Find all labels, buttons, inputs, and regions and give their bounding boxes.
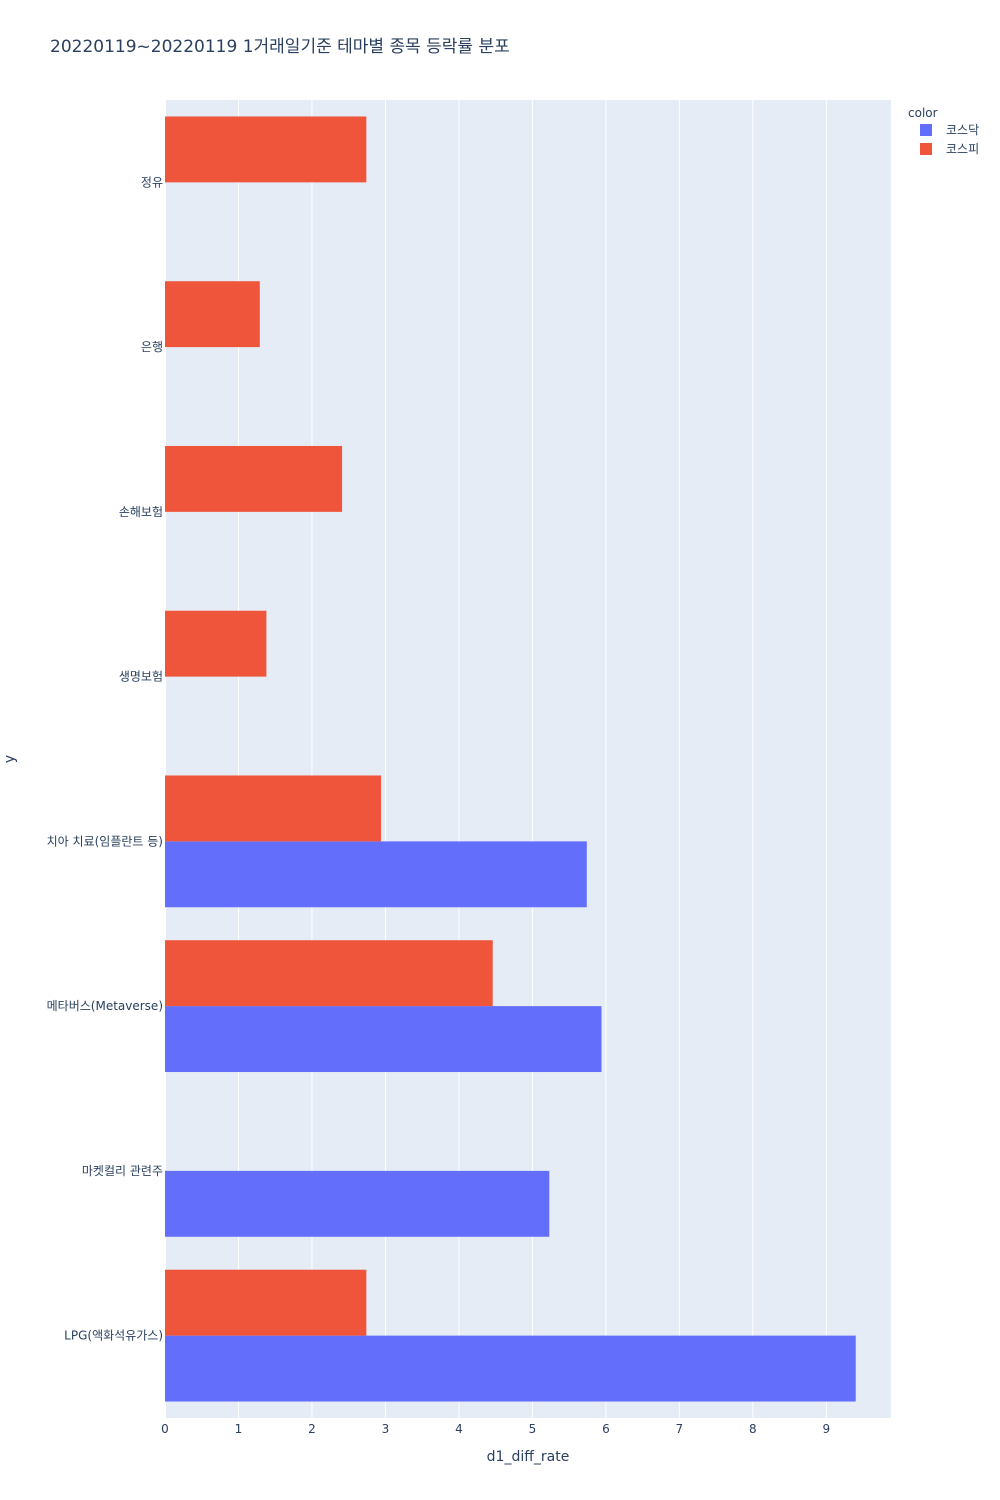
bar [165,610,267,677]
y-axis-title: y [2,755,18,763]
x-tick-label: 9 [823,1422,831,1436]
y-tick-label: 메타버스(Metaverse) [47,999,163,1013]
bar [165,1269,367,1336]
x-tick-label: 7 [676,1422,684,1436]
y-tick-label: 생명보험 [119,670,163,684]
y-tick-label: 손해보험 [119,505,163,519]
bars [165,116,856,1402]
x-tick-label: 1 [235,1422,243,1436]
x-tick-label: 4 [455,1422,463,1436]
bar [165,281,260,348]
bar [165,841,587,908]
bar [165,1335,856,1402]
legend-swatch [920,124,932,136]
y-tick-label: 치아 치료(임플란트 등) [47,834,163,848]
bar [165,445,343,512]
x-tick-label: 5 [529,1422,537,1436]
y-tick-label: 마켓컬리 관련주 [82,1164,163,1178]
legend-title: color [908,106,938,120]
bar [165,1006,602,1073]
legend-label: 코스피 [946,142,979,156]
y-tick-label: 정유 [141,175,163,189]
bar [165,1170,550,1237]
x-tick-label: 6 [602,1422,610,1436]
legend-label: 코스닥 [946,123,979,137]
bar [165,940,493,1007]
bar [165,116,367,183]
x-tick-label: 3 [382,1422,390,1436]
y-tick-label: 은행 [141,339,163,354]
x-tick-label: 2 [308,1422,316,1436]
x-tick-label: 8 [749,1422,757,1436]
legend-swatch [920,143,932,155]
x-tick-label: 0 [161,1422,169,1436]
y-tick-label: LPG(액화석유가스) [64,1329,163,1343]
chart-title: 20220119~20220119 1거래일기준 테마별 종목 등락률 분포 [50,37,510,57]
x-axis-title: d1_diff_rate [487,1449,570,1465]
bar [165,775,382,842]
x-axis-ticks: 0 1 2 3 4 5 6 7 8 9 [161,1422,830,1436]
